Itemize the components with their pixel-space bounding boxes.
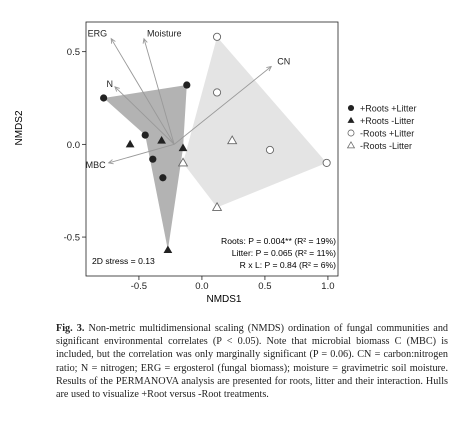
point-filled-triangle xyxy=(178,143,188,152)
vector-label-erg: ERG xyxy=(88,29,108,39)
point-filled-circle xyxy=(183,81,191,89)
hull-plusminus-roots xyxy=(103,85,187,251)
vector-arrowhead-cn xyxy=(266,65,273,72)
legend-label: +Roots +Litter xyxy=(360,103,417,113)
vector-label-mbc: MBC xyxy=(86,160,107,170)
vectors-layer: ERG Moisture N CN MBC xyxy=(86,29,291,170)
plot-frame xyxy=(85,21,339,277)
legend-label: -Roots +Litter xyxy=(360,128,414,138)
legend-marker-filled-circle xyxy=(347,104,355,112)
points-layer xyxy=(100,32,331,254)
legend-label: -Roots -Litter xyxy=(360,141,412,151)
vector-mbc xyxy=(108,143,175,164)
stress-annotation: 2D stress = 0.13 xyxy=(92,256,155,266)
y-tick-label: 0.0 xyxy=(67,140,80,151)
point-filled-triangle xyxy=(157,136,166,144)
x-ticks: -0.5 0.0 0.5 1.0 xyxy=(131,276,335,292)
point-filled-triangle xyxy=(125,139,135,148)
vector-arrowhead-moisture xyxy=(142,37,148,44)
point-open-circle xyxy=(212,32,222,41)
permanova-interaction: R x L: P = 0.84 (R² = 6%) xyxy=(240,260,336,270)
point-filled-triangle xyxy=(163,245,173,254)
legend-marker-open-circle xyxy=(347,129,355,137)
hulls-layer xyxy=(103,36,327,251)
point-open-triangle xyxy=(227,135,238,145)
x-tick-label: 0.5 xyxy=(258,281,271,292)
y-tick-label: 0.5 xyxy=(67,47,80,58)
hull-minus-roots xyxy=(183,36,327,208)
y-tick-label: -0.5 xyxy=(64,232,80,243)
point-open-circle xyxy=(322,158,331,167)
x-tick-label: 0.0 xyxy=(195,281,208,292)
vector-label-cn: CN xyxy=(277,56,290,66)
point-filled-circle xyxy=(100,94,108,102)
permanova-litter: Litter: P = 0.065 (R² = 11%) xyxy=(232,248,336,258)
vector-arrowhead-erg xyxy=(110,37,116,44)
vector-arrowhead-n xyxy=(114,86,120,92)
legend-marker-filled-triangle xyxy=(347,116,355,123)
vector-moisture xyxy=(143,38,175,145)
vector-cn xyxy=(173,66,272,145)
legend-label: +Roots -Litter xyxy=(360,116,414,126)
point-open-triangle xyxy=(177,157,189,167)
x-tick-label: -0.5 xyxy=(131,281,147,292)
legend: +Roots +Litter +Roots -Litter -Roots +Litt… xyxy=(346,103,417,151)
vector-n xyxy=(114,86,175,145)
point-open-triangle xyxy=(211,201,223,211)
legend-marker-open-triangle xyxy=(346,141,356,149)
x-axis-label: NMDS1 xyxy=(206,294,241,305)
figure-caption: Fig. 3. Non-metric multidimensional scal… xyxy=(56,322,448,401)
x-tick-label: 1.0 xyxy=(321,281,334,292)
vector-label-moisture: Moisture xyxy=(147,29,182,39)
y-axis-label: NMDS2 xyxy=(14,110,25,145)
caption-label: Fig. 3. xyxy=(56,323,85,334)
vector-erg xyxy=(110,38,175,145)
point-filled-circle xyxy=(141,131,149,139)
vector-arrowhead-mbc xyxy=(107,159,114,165)
permanova-roots: Roots: P = 0.004** (R² = 19%) xyxy=(221,236,336,246)
point-open-circle xyxy=(265,145,275,154)
point-open-circle xyxy=(212,88,222,97)
point-filled-circle xyxy=(149,155,157,163)
vector-label-n: N xyxy=(106,79,113,89)
caption-text: Non-metric multidimensional scaling (NMD… xyxy=(56,323,449,401)
y-ticks: 0.5 0.0 -0.5 xyxy=(64,47,86,243)
point-filled-circle xyxy=(159,174,167,182)
